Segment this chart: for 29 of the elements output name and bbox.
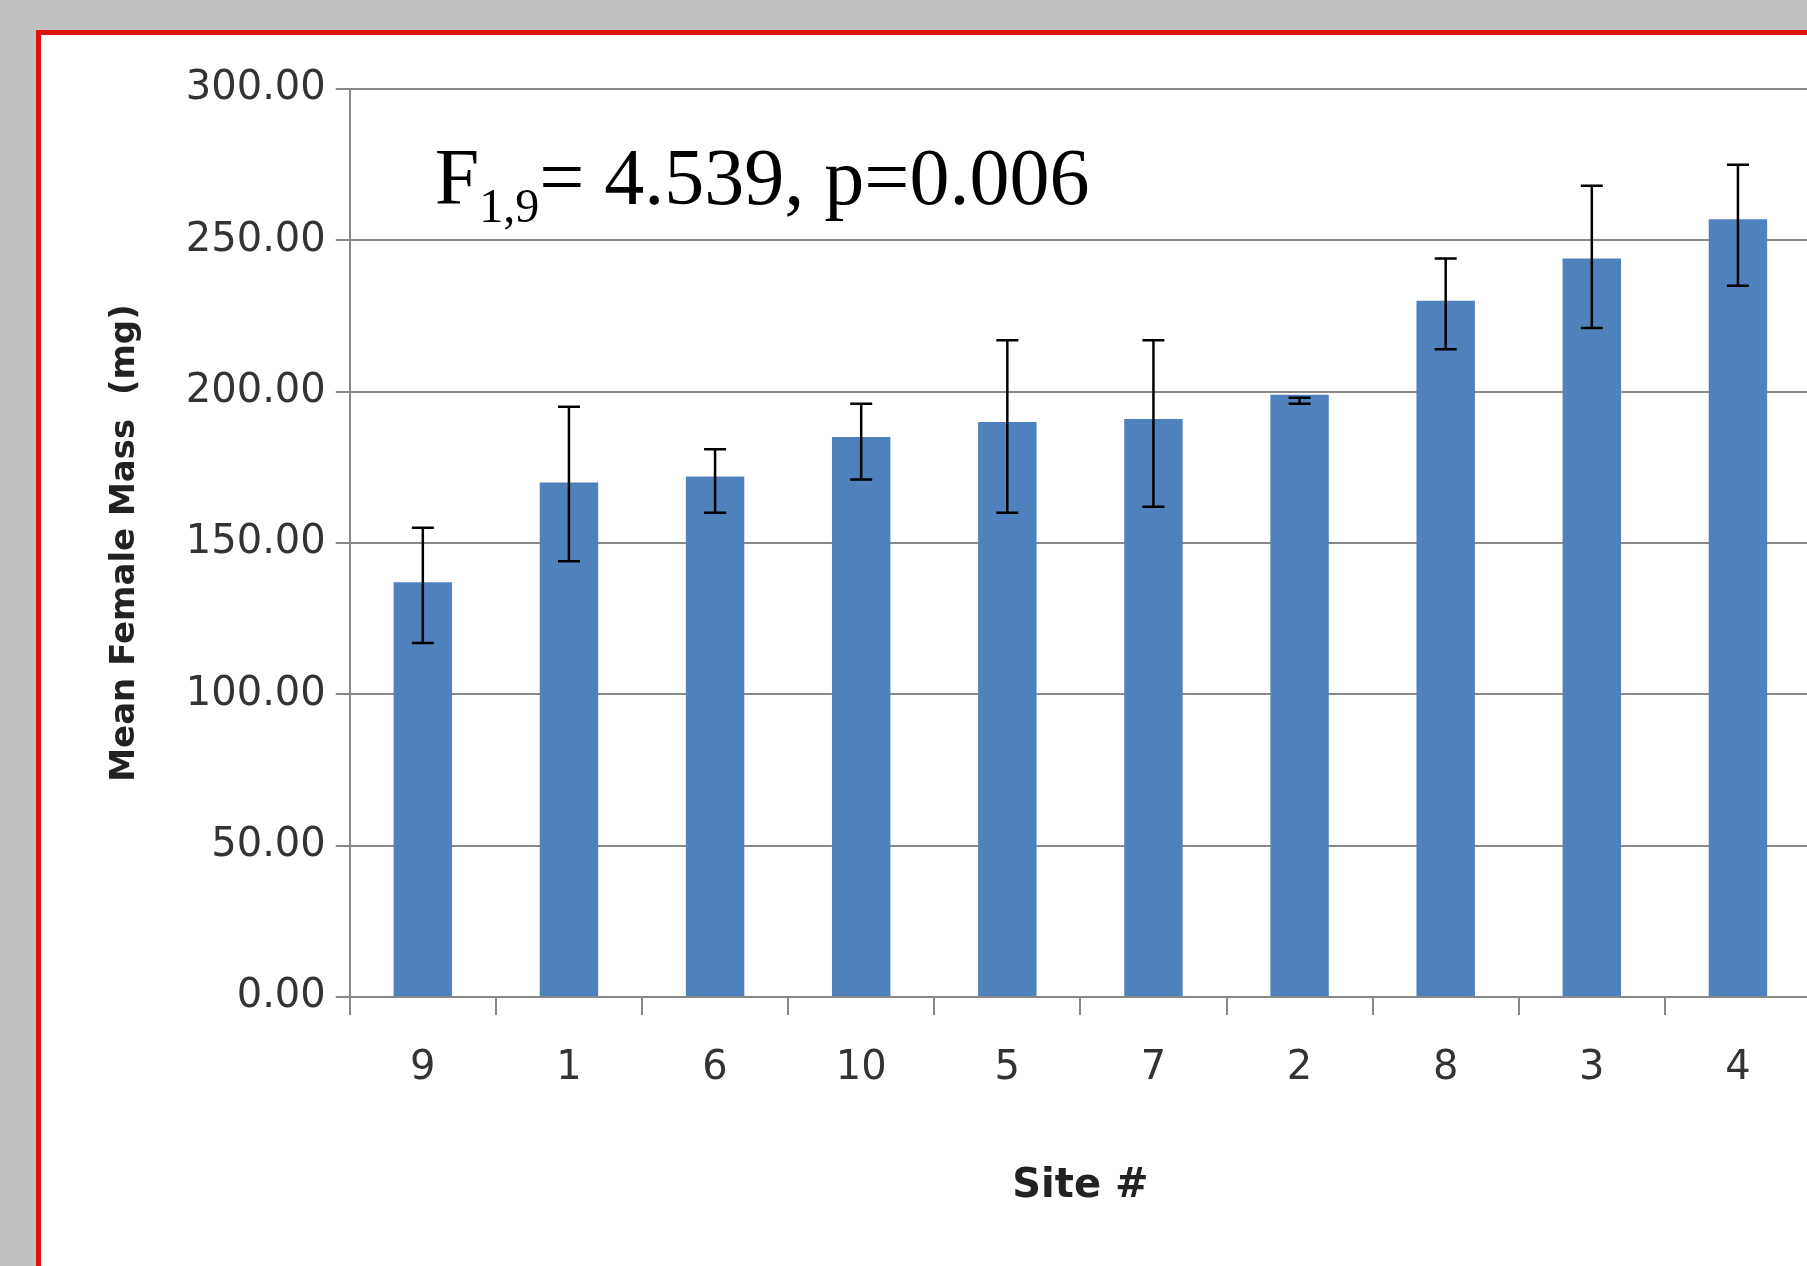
y-tick-label: 150.00 <box>185 516 326 563</box>
bar <box>1124 418 1183 996</box>
bar <box>1416 300 1475 996</box>
bar <box>539 482 599 996</box>
x-tick-label: 10 <box>835 1042 887 1089</box>
bar <box>1562 258 1622 996</box>
x-tick-label: 1 <box>556 1042 582 1089</box>
y-tick-label: 0.00 <box>236 970 326 1017</box>
y-tick-label: 50.00 <box>211 819 326 866</box>
y-tick-label: 200.00 <box>185 365 326 412</box>
x-tick-label: 9 <box>410 1042 436 1089</box>
y-tick-label: 100.00 <box>185 667 326 714</box>
bar <box>1270 394 1329 996</box>
bar <box>978 421 1037 996</box>
bar <box>831 437 891 996</box>
x-tick-label: 3 <box>1579 1042 1605 1089</box>
x-tick-label: 8 <box>1432 1042 1459 1089</box>
y-tick-label: 250.00 <box>185 213 326 260</box>
x-axis-title: Site # <box>1012 1160 1149 1207</box>
x-tick-label: 2 <box>1286 1042 1313 1089</box>
x-tick-label: 5 <box>994 1042 1021 1089</box>
y-tick-label: 300.00 <box>185 62 326 109</box>
x-tick-label: 6 <box>702 1042 728 1089</box>
x-tick-label: 4 <box>1725 1042 1751 1089</box>
bar <box>1708 219 1768 996</box>
bar <box>685 476 745 996</box>
x-tick-label: 7 <box>1140 1042 1167 1089</box>
y-axis-title: Mean Female Mass (mg) <box>102 304 143 782</box>
bar <box>393 582 453 996</box>
